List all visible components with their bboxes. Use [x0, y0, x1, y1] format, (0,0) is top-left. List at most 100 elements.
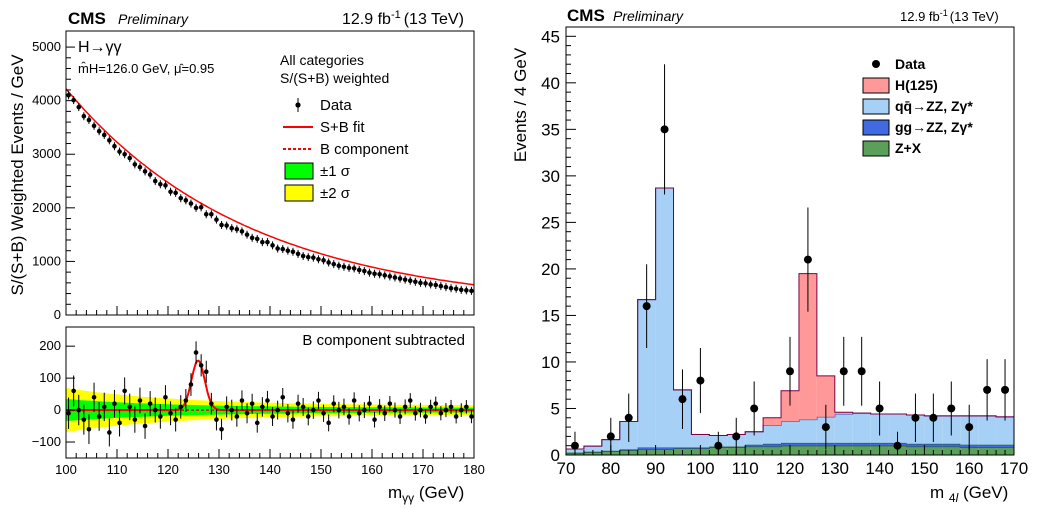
data-point — [929, 393, 938, 442]
residual-point — [244, 403, 250, 424]
residual-point — [101, 392, 107, 422]
legend-entry: S+B fit — [283, 119, 365, 136]
residual-marker — [275, 407, 280, 413]
residual-marker — [76, 407, 82, 413]
stack-bar — [763, 417, 782, 426]
residual-point — [168, 401, 173, 426]
residual-marker — [193, 350, 199, 355]
x-tick-label: 90 — [646, 459, 665, 478]
data-point — [178, 194, 184, 203]
data-marker — [316, 256, 321, 262]
x-tick-label: 140 — [259, 462, 281, 477]
data-point — [112, 142, 117, 151]
data-point — [362, 267, 367, 276]
x-tick-label: 170 — [1000, 459, 1028, 478]
data-point — [214, 215, 219, 224]
residual-point — [142, 413, 148, 439]
data-marker — [402, 277, 408, 282]
data-marker — [372, 271, 377, 277]
y-tick-label: 25 — [541, 213, 560, 232]
data-point — [418, 278, 423, 287]
data-marker — [458, 287, 464, 293]
data-point — [173, 188, 178, 197]
data-point — [351, 264, 357, 273]
residual-marker — [142, 423, 148, 429]
data-point — [219, 220, 224, 229]
data-marker — [423, 281, 428, 286]
data-point — [132, 160, 138, 169]
data-marker — [382, 273, 388, 278]
data-point — [965, 404, 974, 450]
x-tick-label: 110 — [732, 459, 759, 478]
stack-layer — [565, 187, 1014, 455]
residual-marker — [448, 404, 454, 410]
residual-point — [81, 404, 87, 435]
residual-marker — [300, 404, 306, 410]
legend-entry: gg→ZZ, Zγ* — [862, 119, 973, 136]
residual-marker — [244, 410, 250, 416]
residual-point — [351, 392, 357, 409]
y-tick-label: 0 — [54, 402, 61, 417]
stack-bar — [781, 442, 799, 446]
residual-marker — [249, 401, 255, 406]
residual-point — [295, 394, 301, 413]
data-point — [285, 246, 291, 255]
data-marker — [214, 217, 219, 222]
stack-bar — [834, 412, 853, 415]
residual-point — [305, 407, 311, 426]
data-marker — [188, 201, 194, 206]
residual-point — [96, 402, 102, 431]
fit-mass-label: m̂H=126.0 GeV, μ̂=0.95 — [78, 61, 214, 76]
residual-point — [438, 406, 444, 421]
sb-fit-line — [65, 88, 475, 286]
residual-marker — [270, 414, 275, 419]
right-x-ticks: 70 80 90 100 110 120 130 140 150 160 170 — [557, 445, 1028, 478]
legend-entry: Data — [295, 97, 352, 114]
residual-point — [413, 405, 418, 421]
left-bottom-y-ticks: −100 0 100 200 — [32, 338, 75, 449]
data-point — [101, 130, 107, 139]
data-point — [203, 210, 209, 219]
data-point — [137, 163, 143, 172]
residual-marker — [316, 398, 321, 403]
residual-marker — [362, 407, 367, 413]
residual-point — [464, 400, 469, 414]
data-marker — [244, 232, 250, 237]
data-point — [696, 348, 705, 414]
residual-marker — [382, 410, 388, 416]
data-marker — [438, 283, 444, 289]
stack-bar — [637, 447, 656, 450]
data-marker — [660, 125, 669, 134]
stack-outline — [565, 187, 1014, 455]
data-point — [438, 282, 444, 291]
data-marker — [311, 255, 316, 260]
data-point — [270, 241, 275, 250]
data-marker — [965, 423, 974, 432]
residual-point — [234, 406, 240, 427]
left-top-data-points — [66, 91, 474, 295]
data-point — [209, 210, 214, 219]
residual-marker — [173, 417, 178, 422]
legend-swatch — [862, 119, 890, 136]
residual-point — [458, 403, 464, 417]
residual-marker — [219, 426, 224, 432]
data-marker — [183, 198, 189, 203]
data-point — [300, 252, 306, 261]
residual-point — [270, 406, 275, 426]
data-point — [356, 265, 362, 274]
data-marker — [857, 367, 866, 376]
residual-point — [91, 382, 97, 412]
data-point — [326, 258, 331, 267]
residual-point — [443, 403, 449, 418]
stack-bar — [834, 414, 853, 443]
data-marker — [142, 169, 148, 174]
y-tick-label: 0 — [54, 307, 61, 322]
data-marker — [1001, 385, 1010, 394]
data-point — [239, 227, 245, 236]
data-marker — [137, 164, 143, 170]
residual-marker — [234, 414, 240, 419]
residual-marker — [402, 404, 408, 410]
residual-marker — [107, 430, 112, 435]
residual-point — [183, 388, 189, 413]
